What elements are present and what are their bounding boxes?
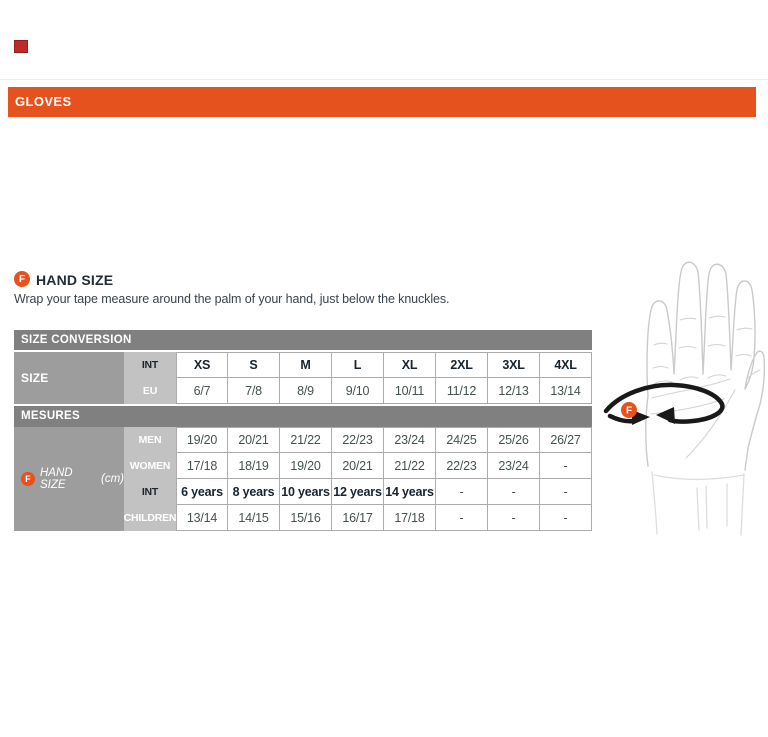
table-cell: 8 years [228,479,280,505]
table-cell: 13/14 [540,378,592,404]
table-cell: S [228,352,280,378]
gloves-banner-label: GLOVES [15,94,72,109]
table-cell: 16/17 [332,505,384,531]
table-cell: 15/16 [280,505,332,531]
broken-image-icon [14,40,28,53]
hand-wrist-lines [651,471,745,536]
hand-size-f-badge-icon: F [14,271,30,287]
table-cell: 9/10 [332,378,384,404]
table-cell: 17/18 [176,453,228,479]
hand-size-cm-f-badge-icon: F [21,472,35,486]
table-cell: - [540,505,592,531]
table-cell: 10/11 [384,378,436,404]
table-cell: 6/7 [176,378,228,404]
table-cell: XS [176,352,228,378]
size-grid: SIZE INT XS S M L XL 2XL 3XL 4XL EU 6/7 … [14,352,592,404]
table-cell: 2XL [436,352,488,378]
table-cell: 25/26 [488,427,540,453]
table-cell: 11/12 [436,378,488,404]
table-cell: 18/19 [228,453,280,479]
f-badge-letter: F [18,273,26,285]
table-cell: 17/18 [384,505,436,531]
gloves-banner: GLOVES [8,87,756,117]
table-cell: - [488,505,540,531]
table-cell: 26/27 [540,427,592,453]
table-cell: 19/20 [280,453,332,479]
table-cell: 22/23 [436,453,488,479]
table-cell: 4XL [540,352,592,378]
table-cell: 8/9 [280,378,332,404]
women-row-label: WOMEN [124,453,176,479]
hand-size-cm-title: HAND SIZE [40,467,73,491]
f-badge-letter: F [25,474,31,484]
hand-size-title: HAND SIZE [36,272,114,288]
hand-outline [645,261,766,471]
measure-arrow-icon [603,382,725,425]
children-row-label: CHILDREN [124,505,177,531]
table-cell: 23/24 [488,453,540,479]
int-years-row-label: INT [124,479,176,505]
top-divider-line [0,79,768,80]
table-cell: 12 years [332,479,384,505]
table-cell: L [332,352,384,378]
hand-measure-illustration: F [603,261,766,536]
hand-size-cm-side-cell: F HAND SIZE (cm) [14,427,124,531]
table-cell: 20/21 [332,453,384,479]
table-cell: 7/8 [228,378,280,404]
table-cell: 20/21 [228,427,280,453]
size-conversion-header-bar: SIZE CONVERSION [14,330,592,350]
table-cell: 10 years [280,479,332,505]
hand-creases [650,315,761,459]
table-cell: - [540,479,592,505]
table-cell: - [436,479,488,505]
size-side-cell: SIZE [14,352,124,404]
hand-size-cm-unit: (cm) [101,473,124,485]
f-badge-letter: F [626,406,632,417]
table-cell: 6 years [176,479,228,505]
table-cell: 21/22 [384,453,436,479]
hand-size-instruction: Wrap your tape measure around the palm o… [14,292,450,306]
hand-f-badge-icon: F [621,402,637,418]
table-cell: 12/13 [488,378,540,404]
table-cell: XL [384,352,436,378]
measures-header-bar: MESURES [14,406,592,427]
table-cell: - [540,453,592,479]
measures-grid: F HAND SIZE (cm) MEN 19/20 20/21 21/22 2… [14,427,592,531]
table-cell: 14 years [384,479,436,505]
men-row-label: MEN [124,427,176,453]
int-row-label: INT [124,352,176,378]
table-cell: 14/15 [228,505,280,531]
size-conversion-table: SIZE CONVERSION SIZE INT XS S M L XL 2XL… [14,330,592,531]
table-cell: 13/14 [176,505,228,531]
eu-row-label: EU [124,378,176,404]
table-cell: 3XL [488,352,540,378]
table-cell: - [436,505,488,531]
table-cell: 24/25 [436,427,488,453]
table-cell: 19/20 [176,427,228,453]
table-cell: 23/24 [384,427,436,453]
table-cell: 21/22 [280,427,332,453]
table-cell: 22/23 [332,427,384,453]
table-cell: M [280,352,332,378]
table-cell: - [488,479,540,505]
